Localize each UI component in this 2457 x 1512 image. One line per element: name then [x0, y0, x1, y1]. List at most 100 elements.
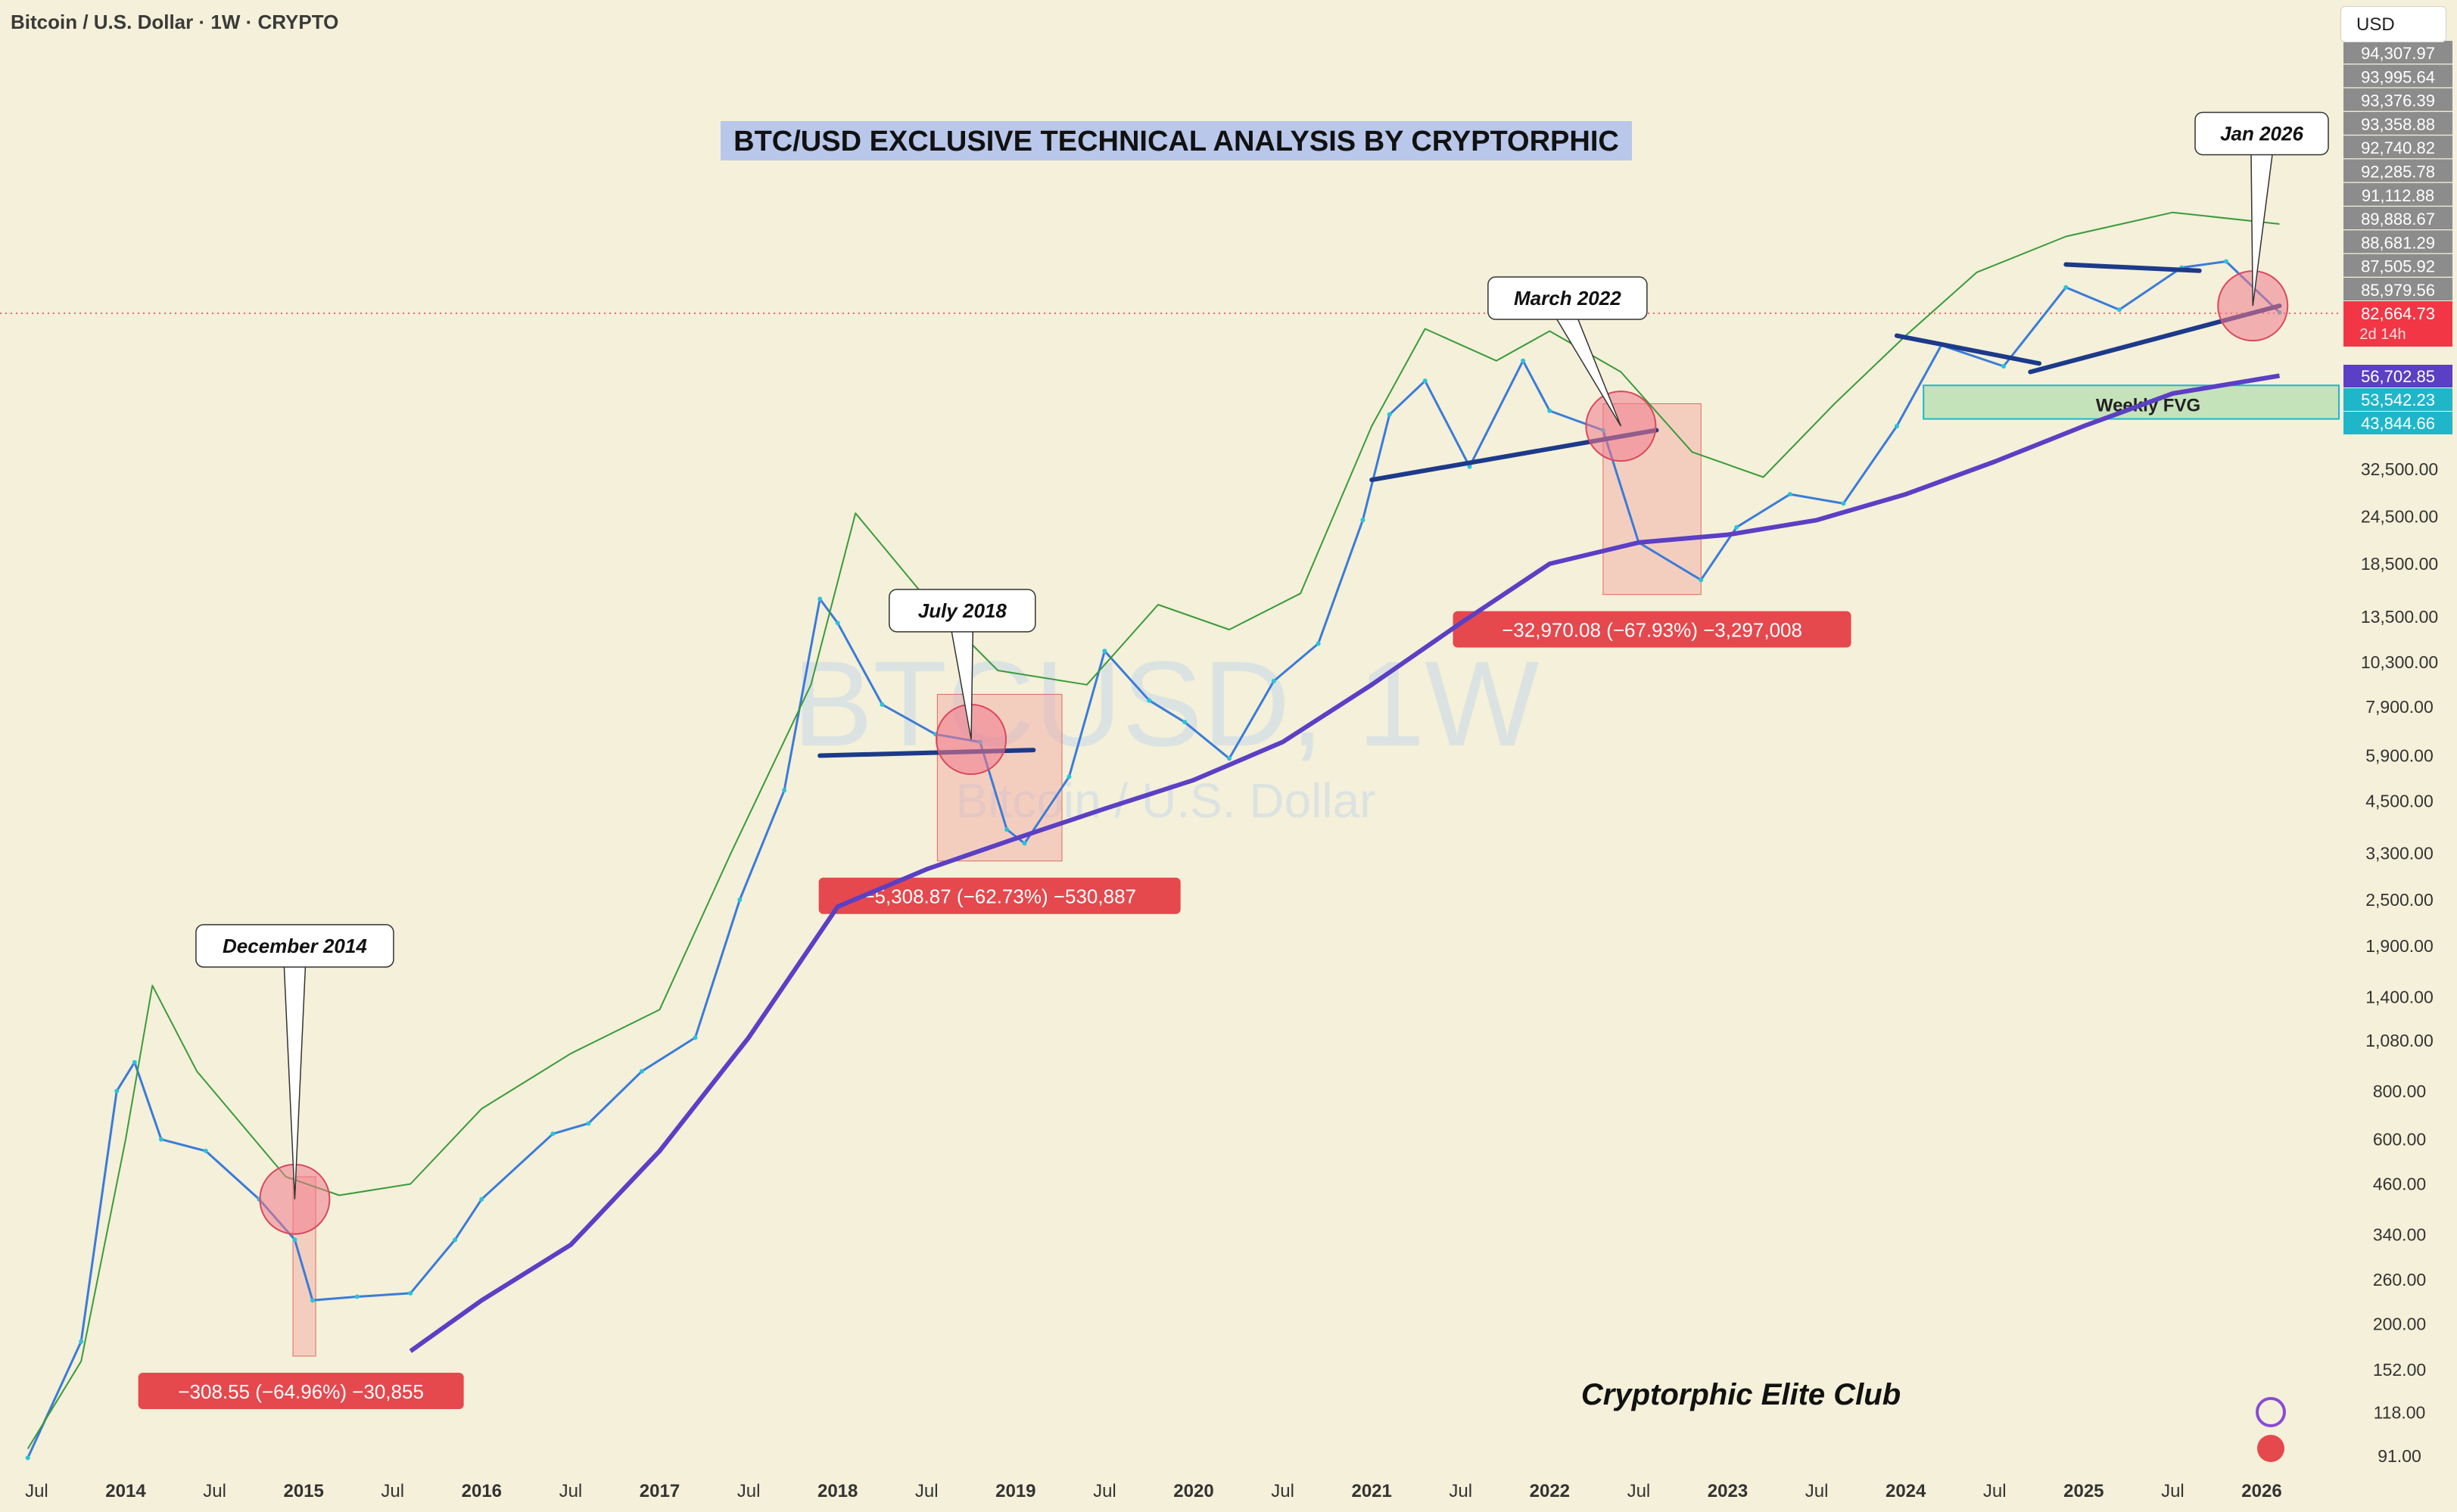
level-label-bg — [2343, 365, 2452, 387]
level-label: 56,702.85 — [2361, 367, 2435, 386]
x-tick-label: Jul — [559, 1481, 583, 1501]
spark-icon — [2256, 1397, 2286, 1427]
price-stack-bg — [2343, 278, 2452, 300]
x-tick-label: 2023 — [1708, 1481, 1748, 1501]
price-point — [1227, 756, 1232, 761]
price-point — [1182, 720, 1188, 725]
price-stack-label: 94,307.97 — [2361, 44, 2435, 63]
drawdown-label-bg — [1453, 611, 1851, 648]
annotation-text: July 2018 — [918, 599, 1007, 622]
y-tick-label: 7,900.00 — [2365, 697, 2434, 717]
x-tick-label: Jul — [1271, 1481, 1294, 1501]
y-tick-label: 460.00 — [2373, 1174, 2426, 1194]
drawdown-label-bg — [138, 1372, 464, 1409]
price-point — [1147, 698, 1152, 703]
x-tick-label: 2024 — [1886, 1481, 1926, 1501]
y-tick-label: 24,500.00 — [2361, 507, 2438, 527]
annotation-text: December 2014 — [223, 935, 367, 957]
y-tick-label: 4,500.00 — [2365, 792, 2434, 811]
symbol-title: Bitcoin / U.S. Dollar · 1W · CRYPTO — [11, 11, 339, 33]
y-tick-label: 13,500.00 — [2361, 607, 2438, 627]
x-tick-label: Jul — [1805, 1481, 1829, 1501]
x-tick-label: Jul — [381, 1481, 404, 1501]
price-point — [159, 1137, 163, 1142]
price-stack-bg — [2343, 182, 2452, 206]
price-point — [114, 1088, 120, 1094]
price-stack-bg — [2343, 254, 2452, 277]
x-tick-label: 2015 — [283, 1481, 323, 1501]
x-tick-label: 2026 — [2241, 1481, 2281, 1501]
current-price-label: 82,664.73 — [2361, 304, 2435, 323]
countdown-label: 2d 14h — [2359, 326, 2406, 343]
price-point — [1387, 412, 1392, 417]
y-tick-label: 18,500.00 — [2361, 554, 2438, 574]
price-stack-label: 93,376.39 — [2361, 92, 2435, 110]
annotation-pointer — [951, 631, 974, 740]
price-stack-bg — [2343, 159, 2452, 182]
price-point — [25, 1455, 30, 1461]
price-point — [817, 596, 823, 602]
y-tick-label: 340.00 — [2373, 1225, 2426, 1245]
price-stack-label: 93,995.64 — [2361, 67, 2435, 86]
x-tick-label: 2020 — [1173, 1481, 1213, 1501]
price-point — [1547, 408, 1552, 413]
drawdown-label-bg — [818, 877, 1181, 914]
price-stack-label: 92,285.78 — [2361, 163, 2435, 182]
chart-title: BTC/USD EXCLUSIVE TECHNICAL ANALYSIS BY … — [721, 121, 1632, 160]
x-tick-label: 2018 — [817, 1481, 858, 1501]
fvg-label: Weekly FVG — [2096, 395, 2200, 415]
x-tick-label: Jul — [203, 1481, 226, 1501]
price-point — [880, 702, 885, 707]
x-tick-label: Jul — [1093, 1481, 1116, 1501]
price-stack-label: 85,979.56 — [2361, 281, 2435, 300]
price-stack-label: 87,505.92 — [2361, 257, 2435, 276]
price-point — [2001, 364, 2006, 369]
annotation-callout — [1487, 276, 1648, 320]
trendline — [1894, 333, 2042, 366]
price-point — [1734, 524, 1739, 530]
watermark-ticker: BTCUSD, 1W — [793, 636, 1540, 771]
y-tick-label: 1,080.00 — [2365, 1031, 2434, 1050]
x-tick-label: Jul — [1627, 1481, 1651, 1501]
price-point — [79, 1339, 84, 1344]
price-stack-bg — [2343, 41, 2452, 64]
currency-button[interactable]: USD — [2340, 6, 2446, 42]
price-point — [550, 1131, 556, 1137]
x-tick-label: 2019 — [995, 1481, 1035, 1501]
current-price-bg — [2343, 301, 2452, 347]
x-tick-label: 2017 — [640, 1481, 680, 1501]
price-stack-label: 91,112.88 — [2362, 186, 2434, 205]
price-stack-label: 88,681.29 — [2361, 233, 2435, 252]
price-stack-bg — [2343, 88, 2452, 111]
watermark-name: Bitcoin / U.S. Dollar — [956, 773, 1376, 828]
price-point — [1422, 378, 1428, 384]
price-point — [1467, 464, 1472, 469]
price-point — [1894, 424, 1899, 429]
price-point — [479, 1196, 484, 1202]
price-point — [2063, 285, 2069, 290]
price-point — [310, 1298, 315, 1303]
level-label: 53,542.23 — [2361, 390, 2435, 409]
price-point — [408, 1290, 413, 1296]
price-stack-bg — [2343, 230, 2452, 254]
x-tick-label: 2022 — [1530, 1481, 1570, 1501]
price-stack-bg — [2343, 111, 2452, 135]
annotation-text: March 2022 — [1514, 287, 1621, 310]
price-point — [693, 1035, 698, 1041]
price-stack-label: 89,888.67 — [2361, 210, 2435, 229]
price-point — [2116, 307, 2122, 313]
price-point — [1787, 492, 1792, 497]
price-line — [26, 260, 2281, 1459]
price-stack-label: 93,358.88 — [2361, 115, 2435, 134]
drawdown-label: −5,308.87 (−62.73%) −530,887 — [863, 885, 1136, 908]
annotation-pointer — [283, 966, 307, 1199]
y-tick-label: 600.00 — [2373, 1130, 2426, 1150]
price-point — [737, 898, 743, 902]
price-point — [292, 1237, 297, 1243]
y-tick-label: 32,500.00 — [2361, 459, 2438, 479]
y-tick-label: 5,900.00 — [2365, 746, 2434, 766]
y-tick-label: 800.00 — [2373, 1081, 2426, 1101]
level-label-bg — [2343, 412, 2452, 434]
